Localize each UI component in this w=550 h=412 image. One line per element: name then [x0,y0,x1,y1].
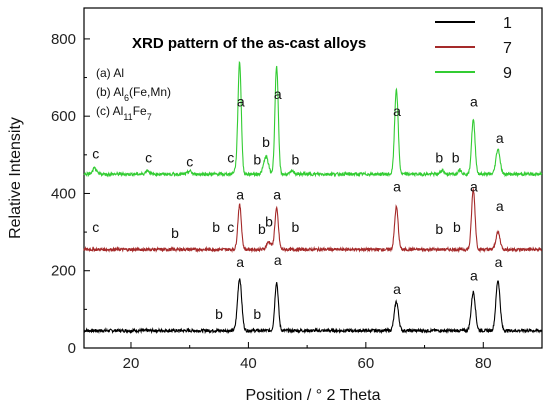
peak-label-9-11: b [452,150,460,166]
peak-label-7-8: b [291,219,299,235]
peak-label-7-11: b [453,219,461,235]
peak-label-7-1: b [171,225,179,241]
peak-label-9-8: b [291,151,299,167]
legend-label-7: 7 [503,40,512,57]
peak-label-9-6: b [262,134,270,150]
peak-label-9-0: c [92,146,99,162]
phase-legend-item-0: (a) Al [96,66,124,80]
peak-label-9-12: a [470,94,478,110]
y-axis-title: Relative Intensity [7,117,24,239]
peak-label-7-10: b [435,221,443,237]
legend-label-1: 1 [503,15,512,32]
series-legend: 1 7 9 [435,15,512,82]
peak-label-9-4: a [237,94,245,110]
y-tick-label-3: 600 [51,108,76,125]
peak-label-7-4: a [236,186,244,202]
x-tick-label-2: 60 [358,355,375,372]
peak-label-1-5: b [215,306,223,322]
series-1-line [83,278,543,335]
peak-label-7-2: b [212,219,220,235]
series-7-line [83,187,543,254]
x-tick-label-1: 40 [240,355,257,372]
peak-label-9-3: c [227,150,234,166]
peak-label-1-3: a [470,267,478,283]
peak-label-7-13: a [496,198,504,214]
peak-label-9-5: b [253,151,261,167]
phase-legend-item-2: (c) Al11Fe7 [96,104,152,122]
series-9-line [83,60,543,178]
phase-legend-item-1: (b) Al6(Fe,Mn) [96,85,171,103]
peak-label-9-2: c [186,153,193,169]
plot-frame [83,7,543,349]
peak-label-9-1: c [145,150,152,166]
y-tick-label-0: 0 [68,340,76,357]
peak-label-7-7: a [273,186,281,202]
peak-label-9-10: b [435,150,443,166]
peak-label-7-5: b [258,221,266,237]
peak-label-7-6: b [265,213,273,229]
peak-label-1-0: a [236,254,244,270]
peak-label-7-9: a [393,179,401,195]
y-tick-label-1: 200 [51,263,76,280]
peak-label-7-3: c [227,219,234,235]
peak-label-7-0: c [92,219,99,235]
y-tick-label-4: 800 [51,31,76,48]
peak-label-9-13: a [496,130,504,146]
x-tick-label-3: 80 [475,355,492,372]
peak-label-9-7: a [274,86,282,102]
peak-label-9-9: a [393,103,401,119]
x-axis-title: Position / ° 2 Theta [245,387,380,404]
peak-label-1-4: a [495,254,503,270]
peak-label-1-6: b [253,306,261,322]
legend-label-9: 9 [503,65,512,82]
phase-legend: (a) Al (b) Al6(Fe,Mn)(c) Al11Fe7 [96,66,171,122]
peak-label-7-12: a [470,179,478,195]
peak-label-1-2: a [393,281,401,297]
peak-label-1-1: a [274,252,282,268]
y-tick-label-2: 400 [51,185,76,202]
x-tick-label-0: 20 [123,355,140,372]
chart-title: XRD pattern of the as-cast alloys [132,35,366,52]
series-layer [83,60,543,335]
